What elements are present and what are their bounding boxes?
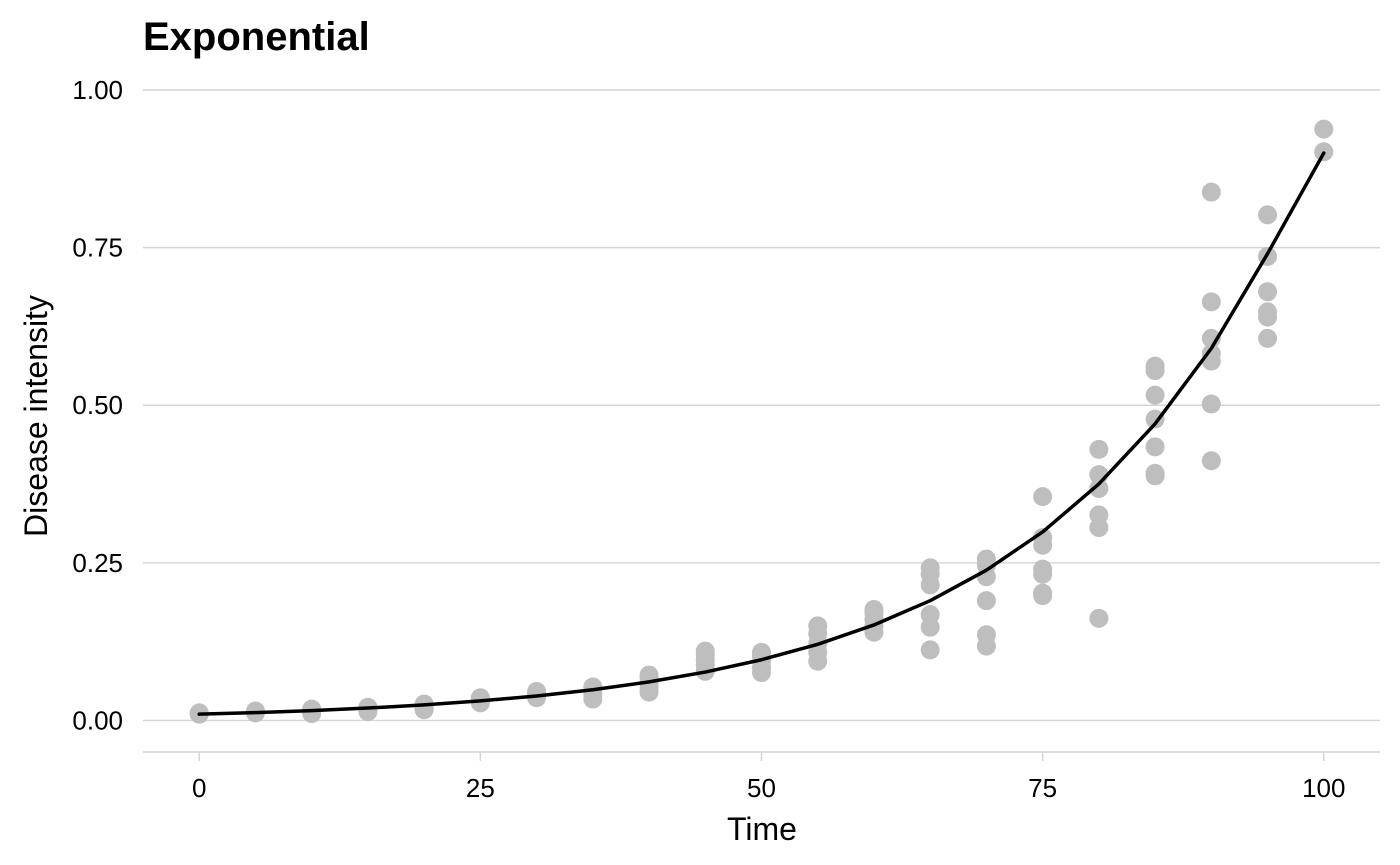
axes [143,751,1380,761]
x-tick-label: 25 [466,773,495,803]
y-axis-label: Disease intensity [18,295,54,537]
data-point [920,605,940,625]
data-point [1089,608,1109,628]
tick-labels: 0.00 0.25 0.50 0.75 1.00 0 25 50 75 100 [72,75,1345,803]
data-point [1258,205,1278,225]
x-tick-label: 50 [747,773,776,803]
data-point [1201,292,1221,312]
data-point [1258,328,1278,348]
data-point [1201,451,1221,471]
data-point [1258,302,1278,322]
data-point [808,616,828,636]
y-tick-label: 1.00 [72,75,123,105]
data-point [1201,182,1221,202]
data-point [1089,478,1109,498]
x-tick-label: 100 [1302,773,1345,803]
y-tick-label: 0.25 [72,548,123,578]
data-point [1033,487,1053,507]
data-point [1033,528,1053,548]
data-point [864,600,884,620]
fit-line-group [197,151,1326,716]
x-tick-label: 75 [1028,773,1057,803]
data-point [1033,559,1053,579]
data-points [189,119,1334,724]
data-point [976,549,996,569]
gridlines [143,89,1380,722]
data-point [1201,394,1221,414]
y-tick-label: 0.75 [72,233,123,263]
data-point [1145,437,1165,457]
data-point [1089,505,1109,525]
chart-title: Exponential [143,15,370,59]
data-point [1033,583,1053,603]
data-point [414,698,434,718]
data-point [976,591,996,611]
y-tick-label: 0.50 [72,390,123,420]
y-tick-label: 0.00 [72,705,123,735]
data-point [695,641,715,661]
x-axis-label: Time [727,811,797,847]
x-tick-label: 0 [192,773,206,803]
exponential-fit-line [197,151,1326,716]
data-point [1145,385,1165,405]
data-point [1314,119,1334,139]
data-point [920,558,940,578]
data-point [1145,409,1165,429]
data-point [1145,356,1165,376]
data-point [1258,282,1278,302]
data-point [1089,439,1109,459]
data-point [920,640,940,660]
data-point [1201,344,1221,364]
data-point [1145,463,1165,483]
data-point [976,625,996,645]
